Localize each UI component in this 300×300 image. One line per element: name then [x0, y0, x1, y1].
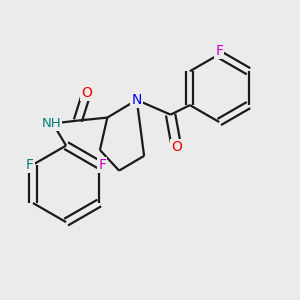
Text: F: F [215, 44, 223, 58]
Text: O: O [171, 140, 182, 154]
Text: O: O [81, 85, 92, 100]
Text: N: N [132, 93, 142, 107]
Text: F: F [98, 158, 106, 172]
Text: NH: NH [41, 117, 61, 130]
Text: F: F [26, 158, 34, 172]
